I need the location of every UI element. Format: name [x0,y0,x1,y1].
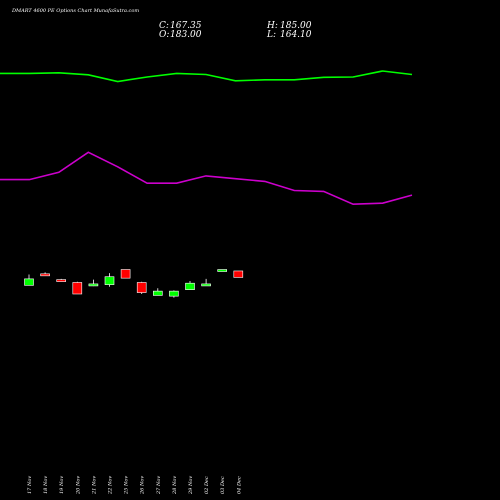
x-tick-label: 19 Nov [59,476,65,494]
candle [185,281,195,290]
low-label: L: [266,30,276,40]
x-tick-label: 25 Nov [124,476,130,495]
x-tick-label: 17 Nov [27,476,33,494]
candle-body [120,269,131,279]
x-tick-label: 21 Nov [91,476,97,495]
open-value: 183.00 [170,30,202,40]
candle [136,281,147,294]
x-tick-label: 18 Nov [43,476,49,494]
magenta-indicator-line [0,151,413,206]
candle [88,279,99,287]
chart-title: DMART 4600 PE Options Chart MunafaSutra.… [11,8,139,14]
candle-body [233,270,244,278]
candle [217,269,227,272]
high-label: H: [266,21,278,31]
close-value: 167.35 [170,21,202,31]
x-tick-label: 22 Nov [108,476,114,495]
candle-body [72,282,83,295]
candle [24,274,34,286]
candles [24,269,244,298]
x-tick-label: 26 Nov [140,476,146,495]
candle [104,273,115,287]
x-tick-label: 03 Dec [220,476,226,494]
candle [201,278,211,287]
candle [169,290,179,298]
candle [72,281,83,295]
x-tick-label: 29 Nov [188,476,194,495]
x-tick-label: 28 Nov [172,476,178,495]
x-axis-ticks: 17 Nov 18 Nov 19 Nov 20 Nov 21 Nov 22 Nov 25 N… [27,476,242,495]
candle-body [136,282,147,293]
candle-body [169,290,179,297]
candle-body [217,269,227,272]
candle [153,288,163,296]
x-tick-label: 20 Nov [75,476,81,495]
candle [120,269,131,279]
candle [56,278,67,282]
x-tick-label: 27 Nov [156,476,162,495]
low-value: 164.10 [280,30,312,40]
candle-body [201,283,211,287]
candle-body [104,276,115,285]
candle-body [88,283,99,287]
candle-body [24,278,34,286]
candle [233,270,244,278]
candle-body [56,279,67,282]
open-label: O: [159,30,169,40]
candle-body [40,273,50,277]
close-label: C: [159,21,169,31]
x-tick-label: 02 Dec [204,476,210,494]
candle-body [153,290,163,296]
indicator-lines [0,70,413,206]
candle-body [185,282,195,290]
high-value: 185.00 [280,21,312,31]
green-indicator-line [0,70,413,83]
x-tick-label: 04 Dec [236,476,242,494]
candle [40,272,50,277]
